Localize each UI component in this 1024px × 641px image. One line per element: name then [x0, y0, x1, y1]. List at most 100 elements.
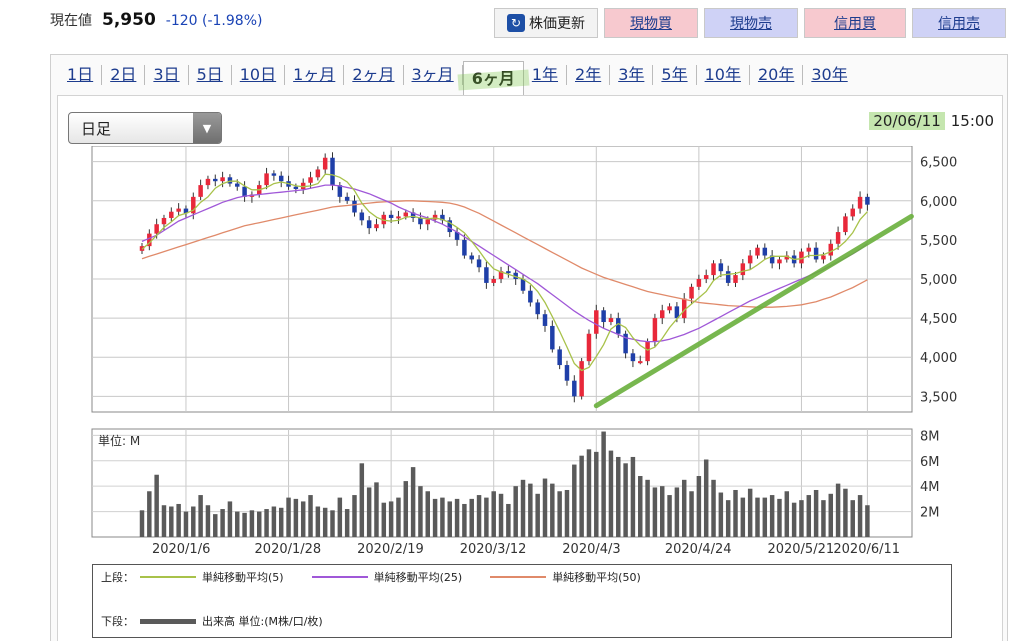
timestamp-date: 20/06/11	[869, 112, 945, 130]
legend-ma25-label: 単純移動平均(25)	[373, 571, 463, 584]
tab-period-14[interactable]: 20年	[750, 65, 804, 85]
tab-period-11[interactable]: 3年	[610, 65, 654, 85]
volume-bar	[337, 497, 343, 537]
tab-period-4[interactable]: 10日	[232, 65, 286, 85]
margin-sell-button[interactable]: 信用売	[912, 8, 1006, 38]
volume-bar	[506, 503, 511, 537]
price-y-tick: 5,000	[920, 273, 957, 288]
margin-buy-button[interactable]: 信用買	[804, 8, 906, 38]
refresh-price-button[interactable]: ↻ 株価更新	[494, 8, 598, 38]
tab-period-15[interactable]: 30年	[811, 65, 848, 84]
candle-body	[308, 177, 313, 183]
volume-bar	[183, 511, 189, 537]
candle-body	[586, 333, 592, 362]
volume-bar	[777, 498, 782, 537]
volume-bar	[388, 501, 394, 537]
tab-period-6[interactable]: 2ヶ月	[344, 65, 404, 85]
candle-body	[469, 255, 474, 260]
spot-sell-button[interactable]: 現物売	[704, 8, 798, 38]
volume-bar	[520, 479, 526, 537]
tab-period-7[interactable]: 3ヶ月	[404, 65, 463, 85]
volume-bar	[300, 501, 306, 537]
x-tick-label: 2020/4/3	[562, 542, 620, 557]
volume-bar	[440, 497, 445, 537]
volume-bar	[410, 467, 416, 537]
candle-body	[850, 208, 855, 217]
tab-period-8[interactable]: 6ヶ月	[462, 61, 524, 95]
candle-body	[476, 259, 482, 268]
volume-bar	[696, 476, 702, 537]
candle-body	[835, 232, 841, 244]
tab-period-5[interactable]: 1ヶ月	[285, 65, 345, 85]
volume-bar	[586, 449, 592, 537]
volume-bar	[645, 479, 650, 537]
candle-body	[447, 220, 452, 233]
candle-body	[550, 325, 555, 350]
volume-bar	[718, 492, 724, 537]
candle-body	[520, 279, 526, 291]
tab-period-1[interactable]: 2日	[102, 65, 146, 85]
candle-body	[322, 157, 328, 170]
volume-bar	[703, 459, 709, 537]
candle-body	[769, 255, 775, 264]
interval-select[interactable]: 日足 ▼	[68, 112, 222, 144]
volume-bar	[484, 497, 489, 537]
tab-period-2[interactable]: 3日	[145, 65, 189, 85]
volume-bar	[139, 510, 145, 537]
ma25-line	[141, 184, 868, 343]
tab-period-9[interactable]: 1年	[524, 65, 568, 85]
volume-bar	[769, 495, 775, 537]
candle-body	[616, 318, 621, 334]
candle-body	[843, 216, 848, 233]
price-y-tick: 6,500	[920, 156, 957, 171]
candle-body	[623, 333, 628, 354]
tab-period-3[interactable]: 5日	[189, 65, 232, 85]
candle-body	[235, 183, 240, 187]
volume-bar	[594, 451, 599, 537]
candle-body	[667, 306, 672, 311]
volume-bar	[432, 498, 438, 537]
legend-ma25-swatch	[311, 576, 368, 578]
volume-bar	[740, 497, 746, 537]
x-tick-label: 2020/1/28	[255, 542, 322, 557]
volume-bar	[330, 510, 335, 537]
tab-period-0[interactable]: 1日	[59, 65, 103, 85]
legend-volume-swatch	[140, 618, 196, 624]
candle-body	[652, 318, 658, 342]
legend-ma5-swatch	[140, 576, 196, 578]
candle-body	[513, 272, 518, 279]
candle-body	[271, 173, 277, 176]
x-tick-label: 2020/3/12	[460, 542, 527, 557]
current-price: 5,950	[102, 10, 156, 30]
tab-period-10[interactable]: 2年	[567, 65, 611, 85]
candle-body	[594, 310, 599, 334]
ma5-line	[141, 173, 868, 372]
volume-bar	[616, 456, 621, 537]
volume-bar	[784, 491, 790, 537]
volume-bar	[762, 497, 768, 537]
volume-bar	[191, 506, 196, 537]
volume-bar	[528, 483, 533, 537]
price-change: -120 (-1.98%)	[165, 13, 263, 29]
candle-body	[484, 267, 489, 283]
candle-body	[344, 196, 350, 201]
tab-period-12[interactable]: 5年	[653, 65, 697, 85]
candle-body	[557, 349, 562, 366]
volume-bar	[205, 505, 211, 537]
spot-buy-button[interactable]: 現物買	[604, 8, 698, 38]
legend-lower-row: 下段： 出来高 単位:(M株/口/枚)	[101, 613, 323, 629]
quote-summary: 現在値 5,950 -120 (-1.98%)	[50, 10, 262, 36]
chevron-down-icon[interactable]: ▼	[193, 113, 221, 143]
volume-bar	[791, 502, 797, 537]
candle-body	[535, 302, 540, 315]
price-y-tick: 4,500	[920, 312, 957, 327]
candle-body	[315, 169, 321, 178]
volume-bar	[755, 497, 760, 537]
candle-body	[381, 214, 387, 225]
volume-bar	[747, 488, 753, 537]
candle-body	[425, 219, 431, 225]
candle-body	[396, 216, 401, 219]
tab-period-13[interactable]: 10年	[697, 65, 750, 85]
volume-bar	[564, 489, 570, 537]
candle-body	[696, 279, 702, 287]
